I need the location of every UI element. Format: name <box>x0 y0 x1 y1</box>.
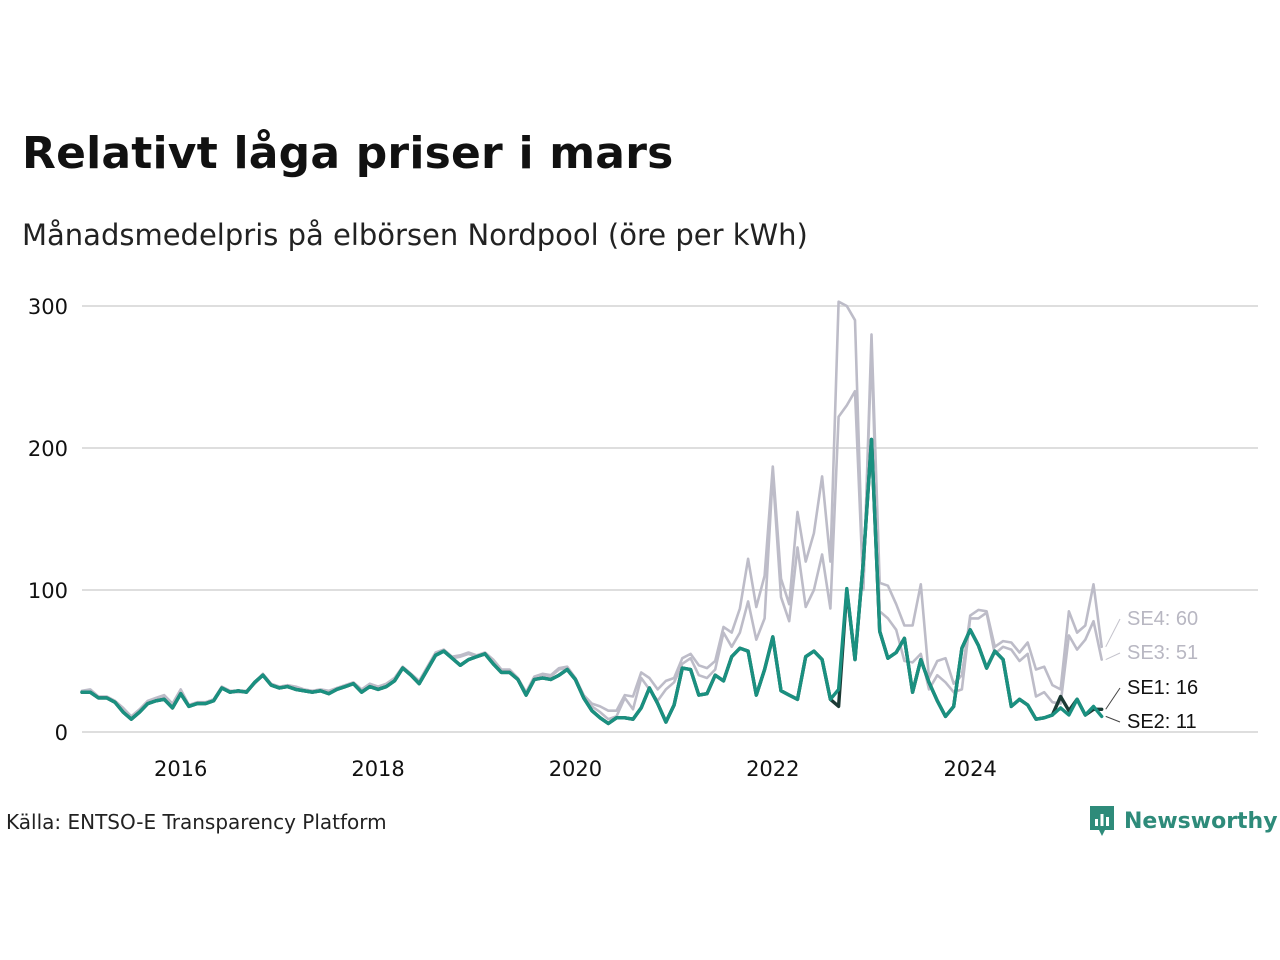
series-end-labels: SE4: 60 SE3: 51 SE1: 16 SE2: 11 <box>1105 608 1198 733</box>
x-tick-label: 2022 <box>746 757 799 781</box>
x-axis-ticks: 2016 2018 2020 2022 2024 <box>154 757 997 781</box>
brand-name: Newsworthy <box>1124 808 1278 834</box>
chart-title: Relativt låga priser i mars <box>22 128 674 179</box>
series-line-se1 <box>80 437 1104 726</box>
y-tick-label: 300 <box>28 295 68 319</box>
y-axis-ticks: 0 100 200 300 <box>28 295 68 745</box>
gridlines <box>82 305 1258 733</box>
leader-line-se2 <box>1105 715 1121 723</box>
series-line-se3 <box>80 347 1103 721</box>
series-label-se4: SE4: 60 <box>1127 608 1198 630</box>
y-tick-label: 100 <box>28 579 68 603</box>
y-tick-label: 200 <box>28 437 68 461</box>
series-label-se3: SE3: 51 <box>1127 642 1198 664</box>
series-line-se4 <box>80 300 1103 718</box>
series-label-se1: SE1: 16 <box>1127 677 1198 699</box>
brand-logo: Newsworthy <box>1088 804 1278 838</box>
x-tick-label: 2020 <box>549 757 602 781</box>
y-tick-label: 0 <box>55 721 68 745</box>
x-tick-label: 2018 <box>351 757 404 781</box>
chart-subtitle: Månadsmedelpris på elbörsen Nordpool (ör… <box>22 218 808 252</box>
series-lines <box>80 300 1104 726</box>
source-note: Källa: ENTSO-E Transparency Platform <box>6 810 387 834</box>
series-line-se2 <box>80 437 1104 726</box>
newsworthy-icon <box>1090 806 1114 836</box>
leader-line-se4 <box>1105 618 1121 648</box>
x-tick-label: 2016 <box>154 757 207 781</box>
leader-line-se1 <box>1105 687 1121 710</box>
series-label-se2: SE2: 11 <box>1127 711 1197 733</box>
leader-line-se3 <box>1105 652 1121 661</box>
x-tick-label: 2024 <box>943 757 996 781</box>
